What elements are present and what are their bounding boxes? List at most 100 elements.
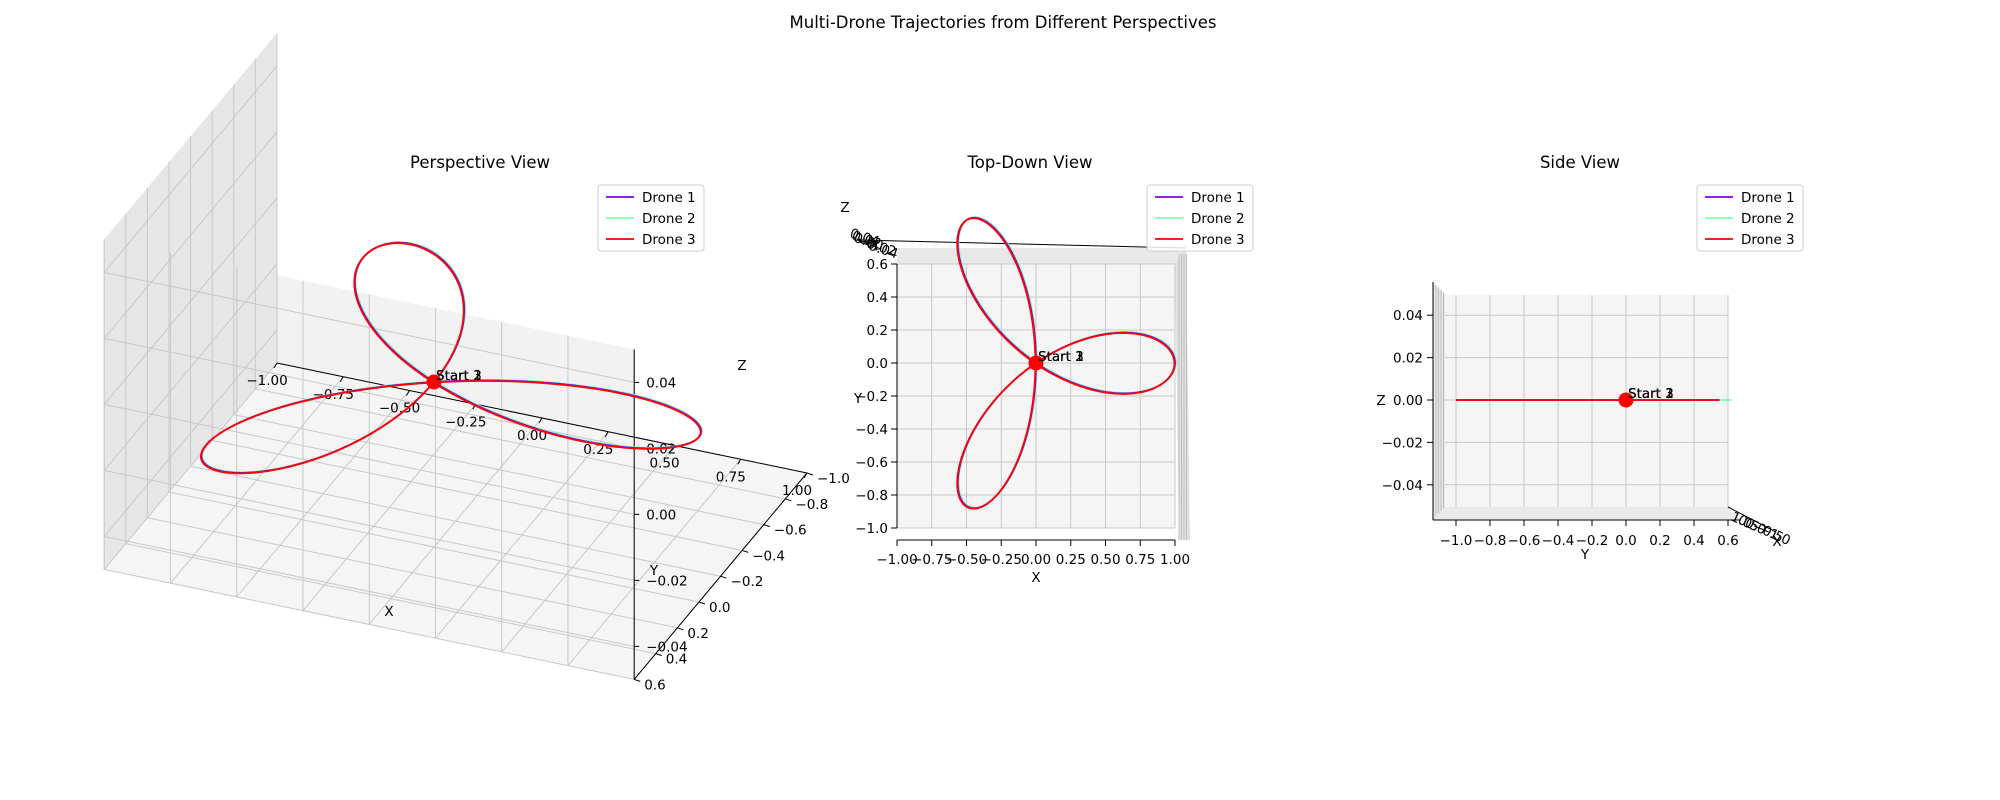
panel-title: Perspective View xyxy=(410,153,550,172)
x-tick-label: −0.75 xyxy=(911,552,952,568)
z-tick-label: 0.04 xyxy=(646,375,676,391)
legend-box xyxy=(1146,184,1254,252)
x-tick-label: 0.00 xyxy=(517,428,547,444)
y-tick-mark xyxy=(763,524,770,528)
grid-line-z xyxy=(103,329,278,537)
x-tick-label: 0.0 xyxy=(1742,515,1768,538)
x-axis-label: X xyxy=(384,604,393,620)
figure-title: Multi-Drone Trajectories from Different … xyxy=(790,13,1217,32)
legend-label-drone-1: Drone 1 xyxy=(1191,190,1245,206)
perspective-view-panel: Perspective View−1.00−0.75−0.50−0.250.00… xyxy=(103,33,850,693)
y-tick-label: −0.2 xyxy=(731,574,764,590)
y-tick-label: −0.8 xyxy=(855,488,888,504)
y-tick-label: −0.6 xyxy=(1508,533,1541,549)
y-tick-label: −0.6 xyxy=(855,455,888,471)
x-tick-label: −0.50 xyxy=(946,552,987,568)
plot-area xyxy=(1445,295,1728,507)
top-pane-edge xyxy=(897,248,1186,264)
grid-line-z xyxy=(104,535,635,647)
x-tick-label: 0.50 xyxy=(1090,552,1120,568)
legend-label-drone-1: Drone 1 xyxy=(642,190,696,206)
y-tick-label: 0.0 xyxy=(1615,533,1636,549)
x-tick-label: −1.00 xyxy=(876,552,917,568)
x-axis-label: X xyxy=(1031,570,1040,586)
y-tick-label: −0.8 xyxy=(1474,533,1507,549)
x-tick-label: 0.5 xyxy=(1735,512,1761,535)
start-label-1: Start 1 xyxy=(436,368,482,384)
y-axis-label: Y xyxy=(649,563,659,579)
start-marker xyxy=(1618,392,1634,408)
y-tick-label: 0.4 xyxy=(1683,533,1704,549)
z-axis-label: Z xyxy=(737,358,746,374)
z-tick-label: −0.02 xyxy=(1382,435,1423,451)
x-tick-label: 0.75 xyxy=(1125,552,1155,568)
legend-label-drone-2: Drone 2 xyxy=(1191,211,1245,227)
x-tick-mark xyxy=(803,472,808,479)
legend-box xyxy=(597,184,705,252)
y-axis-label: Y xyxy=(853,391,863,407)
x-tick-label: −0.25 xyxy=(981,552,1022,568)
start-marker xyxy=(426,374,442,390)
x-tick-label: −0.25 xyxy=(445,414,486,430)
legend-label-drone-2: Drone 2 xyxy=(642,211,696,227)
grid-line-y xyxy=(104,568,635,680)
panel-title: Top-Down View xyxy=(967,153,1093,172)
start-label-2: Start 2 xyxy=(1038,349,1084,365)
y-tick-label: 0.2 xyxy=(687,626,708,642)
y-tick-label: 0.6 xyxy=(867,257,888,273)
x-tick-mark xyxy=(604,431,609,438)
y-axis-label: Y xyxy=(1580,547,1590,563)
x-tick-mark xyxy=(538,417,543,424)
grid-line-y xyxy=(212,439,743,551)
floor-pane-edge xyxy=(1433,507,1740,520)
y-tick-label: −0.6 xyxy=(774,523,807,539)
y-tick-label: −0.4 xyxy=(752,548,785,564)
x-tick-label: 1.00 xyxy=(1160,552,1190,568)
grid-line-y xyxy=(147,517,678,629)
z-tick-label: −0.04 xyxy=(1382,478,1423,494)
z-tick-label: −0.04 xyxy=(646,639,687,655)
legend-label-drone-3: Drone 3 xyxy=(1741,232,1795,248)
x-tick-label: 0.50 xyxy=(649,456,679,472)
x-tick-mark xyxy=(273,362,278,369)
x-tick-mark xyxy=(737,458,742,465)
grid-line-z xyxy=(103,197,278,405)
y-tick-label: 0.6 xyxy=(644,677,665,693)
y-tick-label: −0.8 xyxy=(795,497,828,513)
legend-label-drone-3: Drone 3 xyxy=(1191,232,1245,248)
y-tick-label: 0.0 xyxy=(867,356,888,372)
x-tick-mark xyxy=(339,376,344,383)
y-tick-label: −1.0 xyxy=(855,521,888,537)
z-tick-label: 0.00 xyxy=(1393,393,1423,409)
start-label-3: Start 3 xyxy=(436,368,482,384)
y-tick-label: 0.4 xyxy=(666,652,687,668)
grid-line-y xyxy=(125,543,656,655)
x-tick-label: 0.00 xyxy=(1021,552,1051,568)
y-tick-mark xyxy=(677,627,684,631)
grid-line-y xyxy=(255,388,786,500)
y-tick-label: −0.2 xyxy=(855,389,888,405)
y-tick-label: −0.2 xyxy=(1576,533,1609,549)
x-tick-label: 0.25 xyxy=(1056,552,1086,568)
y-tick-label: 0.0 xyxy=(709,600,730,616)
grid-line-z xyxy=(103,131,278,339)
z-axis-line xyxy=(859,239,1187,249)
y-tick-label: −1.0 xyxy=(817,471,850,487)
z-tick-label: 0.00 xyxy=(646,507,676,523)
y-tick-label: 0.6 xyxy=(1717,533,1738,549)
side-view-panel: Side View −1.0 −0.8 −0.6 −0.4 −0.2 0.0 0.2 0.4 0.… xyxy=(1376,153,1804,563)
legend-box xyxy=(1696,184,1804,252)
x-tick-label: 1.00 xyxy=(782,483,812,499)
grid-line-z xyxy=(103,263,278,471)
grid-line-z xyxy=(103,65,278,273)
start-label-2: Start 2 xyxy=(1628,386,1674,402)
y-tick-mark xyxy=(806,472,814,476)
panel-title: Side View xyxy=(1540,153,1620,172)
top-down-view-panel: Top-Down View −1.00−0.75−0.50−0.25 0.00 0.2… xyxy=(840,153,1254,586)
x-tick-label: −0.50 xyxy=(379,401,420,417)
x-axis-line xyxy=(1727,506,1777,533)
y-tick-label: −0.4 xyxy=(1542,533,1575,549)
y-tick-label: 0.2 xyxy=(1649,533,1670,549)
x-tick-label: 0.75 xyxy=(716,469,746,485)
